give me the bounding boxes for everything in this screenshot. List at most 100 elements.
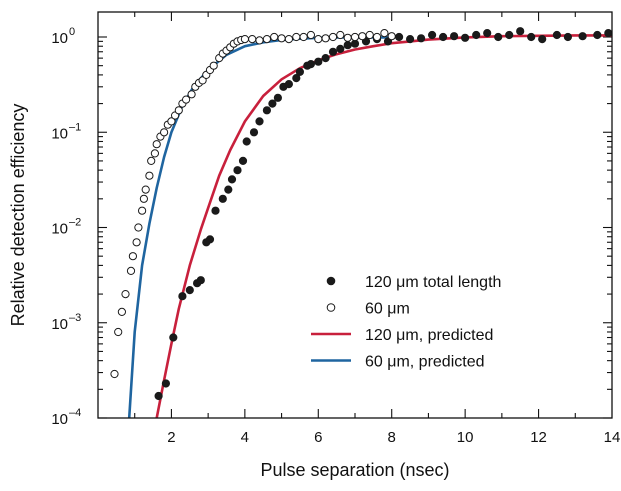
data-point-60um xyxy=(141,185,150,194)
data-point-60um xyxy=(306,30,315,40)
data-point-120um xyxy=(321,54,330,63)
legend-label: 120 μm, predicted xyxy=(365,327,493,344)
data-point-60um xyxy=(145,171,154,180)
data-point-120um xyxy=(262,106,271,115)
data-point-120um xyxy=(494,32,503,42)
x-axis-title: Pulse separation (nsec) xyxy=(260,460,449,480)
data-point-60um xyxy=(132,238,141,247)
y-tick-label: 10 xyxy=(51,316,68,333)
data-point-120um xyxy=(284,80,293,89)
data-point-120um xyxy=(593,30,602,40)
data-point-120um xyxy=(218,194,227,203)
data-point-60um xyxy=(321,34,330,43)
x-tick-label: 2 xyxy=(167,429,175,446)
data-point-120um xyxy=(527,32,536,42)
data-point-60um xyxy=(198,76,207,85)
plot-frame xyxy=(97,11,613,419)
data-point-120um xyxy=(273,93,282,102)
data-point-120um xyxy=(255,117,264,126)
data-point-120um xyxy=(563,32,573,42)
data-point-60um xyxy=(209,61,218,70)
axis-ticks xyxy=(98,12,612,419)
data-point-60um xyxy=(255,36,264,45)
data-point-120um xyxy=(178,292,187,301)
data-point-60um xyxy=(167,117,176,126)
data-point-60um xyxy=(117,307,127,316)
y-tick-label-exponent: –4 xyxy=(69,407,81,419)
data-point-60um xyxy=(284,35,293,44)
data-point-120um xyxy=(224,185,233,194)
y-tick-label-exponent: –3 xyxy=(69,312,81,324)
data-point-60um xyxy=(138,206,147,215)
data-point-120um xyxy=(350,39,360,48)
data-point-120um xyxy=(395,32,404,42)
data-point-60um xyxy=(150,149,159,158)
data-point-120um xyxy=(169,333,178,342)
legend-label: 60 μm, predicted xyxy=(365,354,485,371)
data-point-120um xyxy=(306,60,315,69)
data-point-60um xyxy=(292,32,301,42)
data-point-120um xyxy=(233,166,242,175)
measured-points xyxy=(110,27,612,401)
data-point-60um xyxy=(248,35,257,44)
y-axis-title: Relative detection efficiency xyxy=(8,104,28,327)
data-point-120um xyxy=(604,29,612,38)
data-point-60um xyxy=(187,90,196,99)
data-point-120um xyxy=(314,57,323,66)
legend-label: 120 μm total length xyxy=(365,274,501,291)
data-point-120um xyxy=(505,30,514,40)
y-tick-label: 10 xyxy=(51,411,68,428)
y-tick-label-exponent: –1 xyxy=(69,121,81,133)
x-tick-label: 14 xyxy=(604,429,621,446)
data-point-60um xyxy=(336,30,345,40)
legend-label: 60 μm xyxy=(365,301,410,318)
data-point-60um xyxy=(343,33,352,42)
data-point-120um xyxy=(227,175,237,184)
data-point-60um xyxy=(358,32,367,41)
x-tick-label: 8 xyxy=(388,429,396,446)
data-point-60um xyxy=(328,32,338,42)
data-point-60um xyxy=(147,156,156,165)
data-point-60um xyxy=(262,35,271,44)
data-point-60um xyxy=(134,223,143,232)
data-point-120um xyxy=(196,276,205,285)
data-point-120um xyxy=(450,32,459,41)
data-point-60um xyxy=(240,35,249,44)
legend-marker-swatch xyxy=(326,303,336,312)
data-point-60um xyxy=(160,128,169,137)
data-point-120um xyxy=(249,128,259,137)
data-point-120um xyxy=(268,99,277,108)
data-point-120um xyxy=(295,67,304,77)
data-point-60um xyxy=(110,369,119,379)
data-point-120um xyxy=(483,28,492,38)
data-point-120um xyxy=(242,137,251,146)
y-tick-label: 10 xyxy=(51,125,68,142)
data-point-120um xyxy=(406,35,415,44)
data-point-60um xyxy=(387,32,396,41)
data-point-120um xyxy=(439,32,448,42)
legend: 120 μm total length 60 μm 120 μm, predicte… xyxy=(311,274,501,371)
data-point-120um xyxy=(161,379,170,388)
data-point-120um xyxy=(343,41,352,50)
data-point-120um xyxy=(538,35,547,44)
x-tick-label: 6 xyxy=(314,429,322,446)
x-tick-label: 10 xyxy=(457,429,474,446)
data-point-60um xyxy=(314,35,323,44)
legend-marker-swatch xyxy=(326,276,336,286)
data-point-120um xyxy=(472,30,481,40)
data-point-120um xyxy=(516,27,525,36)
y-tick-label-exponent: 0 xyxy=(69,26,75,38)
data-point-120um xyxy=(154,391,163,401)
data-point-60um xyxy=(350,32,360,42)
data-point-60um xyxy=(174,106,183,115)
data-point-60um xyxy=(128,252,137,261)
data-point-120um xyxy=(205,235,215,244)
data-point-60um xyxy=(277,34,286,43)
data-point-60um xyxy=(372,32,382,42)
data-point-60um xyxy=(126,266,136,275)
data-point-60um xyxy=(152,140,161,149)
data-point-60um xyxy=(139,194,148,203)
data-point-120um xyxy=(552,30,562,40)
y-tick-label: 10 xyxy=(51,221,68,238)
